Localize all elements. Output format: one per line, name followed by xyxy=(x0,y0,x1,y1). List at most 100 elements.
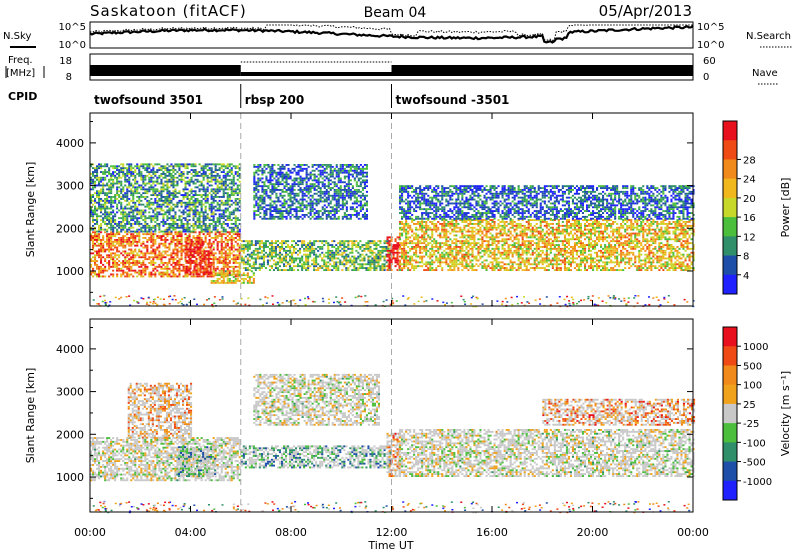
heatmap-cell xyxy=(128,182,131,185)
heatmap-cell xyxy=(196,209,199,212)
heatmap-cell xyxy=(236,198,239,200)
heatmap-cell xyxy=(148,180,151,183)
heatmap-cell xyxy=(335,164,338,166)
heatmap-cell xyxy=(192,224,195,227)
heatmap-cell xyxy=(96,239,99,241)
heatmap-cell xyxy=(399,255,402,258)
heatmap-cell xyxy=(388,249,391,252)
heatmap-cell xyxy=(351,247,354,250)
heatmap-cell xyxy=(226,198,229,200)
heatmap-cell xyxy=(102,182,105,185)
heatmap-cell xyxy=(265,164,268,166)
heatmap-cell xyxy=(329,200,332,203)
heatmap-cell xyxy=(112,244,115,247)
heatmap-cell xyxy=(238,275,241,278)
heatmap-cell xyxy=(220,182,223,185)
heatmap-cell xyxy=(170,180,173,183)
heatmap-cell xyxy=(108,173,111,175)
heatmap-cell xyxy=(206,180,209,183)
heatmap-cell xyxy=(335,185,338,188)
heatmap-cell xyxy=(198,275,201,278)
heatmap-cell xyxy=(361,263,364,266)
heatmap-cell xyxy=(140,163,143,166)
heatmap-cell xyxy=(122,242,125,245)
heatmap-cell xyxy=(204,224,207,227)
heatmap-cell xyxy=(90,258,93,261)
heatmap-cell xyxy=(365,175,368,178)
heatmap-cell xyxy=(192,215,195,218)
heatmap-cell xyxy=(273,169,276,172)
heatmap-cell xyxy=(305,181,308,184)
heatmap-cell xyxy=(100,269,103,272)
heatmap-cell xyxy=(367,242,370,245)
heatmap-cell xyxy=(224,201,227,204)
heatmap-cell xyxy=(106,262,109,264)
heatmap-cell xyxy=(130,235,133,237)
heatmap-cell xyxy=(278,265,281,268)
heatmap-cell xyxy=(160,254,163,257)
heatmap-cell xyxy=(325,171,328,174)
heatmap-cell xyxy=(194,171,197,173)
heatmap-cell xyxy=(283,181,286,184)
heatmap-cell xyxy=(369,267,372,269)
heatmap-cell xyxy=(164,246,167,249)
heatmap-cell xyxy=(168,173,171,175)
heatmap-cell xyxy=(396,259,399,262)
heatmap-cell xyxy=(321,183,324,186)
heatmap-cell xyxy=(216,201,219,204)
heatmap-cell xyxy=(184,201,187,204)
heatmap-cell xyxy=(100,250,103,253)
heatmap-cell xyxy=(110,192,113,195)
heatmap-cell xyxy=(333,210,336,212)
heatmap-cell xyxy=(154,215,157,218)
heatmap-cell xyxy=(335,257,338,260)
heatmap-cell xyxy=(335,190,338,193)
heatmap-cell xyxy=(313,189,316,191)
heatmap-cell xyxy=(228,246,231,249)
heatmap-cell xyxy=(96,233,99,236)
heatmap-cell xyxy=(144,192,147,195)
heatmap-cell xyxy=(142,188,145,191)
heatmap-cell xyxy=(96,207,99,210)
heatmap-cell xyxy=(194,221,197,223)
heatmap-cell xyxy=(201,265,204,268)
heatmap-cell xyxy=(383,265,386,268)
heatmap-cell xyxy=(136,207,139,210)
heatmap-cell xyxy=(323,208,326,211)
heatmap-cell xyxy=(199,240,202,243)
heatmap-cell xyxy=(156,163,159,166)
heatmap-cell xyxy=(216,184,219,187)
heatmap-cell xyxy=(100,254,103,257)
heatmap-cell xyxy=(333,189,336,191)
heatmap-cell xyxy=(252,281,255,284)
heatmap-cell xyxy=(357,257,360,260)
heatmap-cell xyxy=(185,259,188,262)
heatmap-cell xyxy=(325,214,328,216)
heatmap-cell xyxy=(166,254,169,257)
heatmap-cell xyxy=(162,182,165,185)
heatmap-cell xyxy=(100,267,103,270)
heatmap-cell xyxy=(122,226,125,229)
heatmap-cell xyxy=(283,259,286,262)
heatmap-cell xyxy=(401,253,404,256)
noise-sky-trace xyxy=(89,25,694,44)
heatmap-cell xyxy=(253,214,256,216)
heatmap-cell xyxy=(114,221,117,223)
heatmap-cell xyxy=(341,263,344,266)
heatmap-cell xyxy=(222,240,225,243)
heatmap-cell xyxy=(142,186,145,189)
heatmap-cell xyxy=(102,184,105,187)
heatmap-cell xyxy=(216,188,219,191)
heatmap-cell xyxy=(253,217,256,220)
heatmap-cell xyxy=(257,190,260,193)
heatmap-cell xyxy=(136,233,139,236)
heatmap-cell xyxy=(305,200,308,203)
heatmap-cell xyxy=(212,201,215,204)
heatmap-cell xyxy=(100,205,103,208)
heatmap-cell xyxy=(158,244,161,247)
heatmap-cell xyxy=(359,183,362,186)
heatmap-cell xyxy=(98,228,101,231)
heatmap-cell xyxy=(130,211,133,214)
heatmap-cell xyxy=(214,167,217,170)
heatmap-cell xyxy=(184,180,187,183)
